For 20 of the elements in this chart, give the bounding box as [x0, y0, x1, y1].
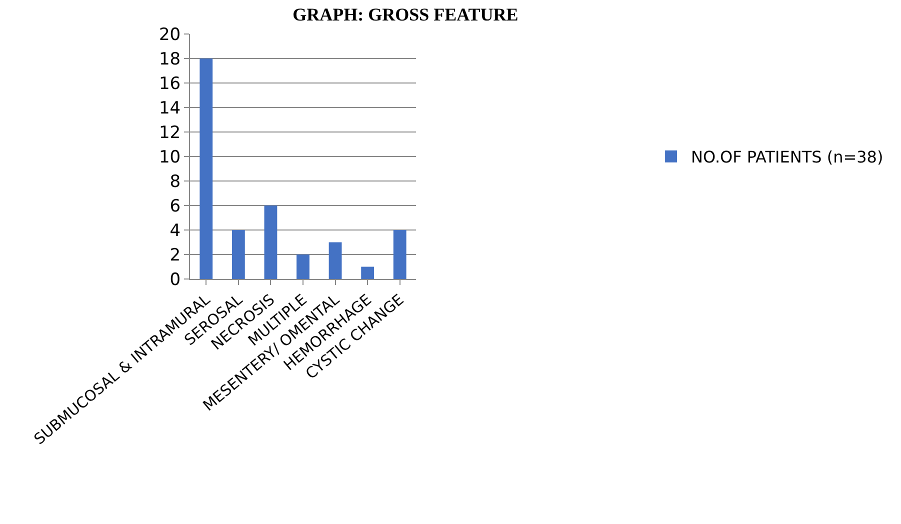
legend-label: NO.OF PATIENTS (n=38)	[691, 148, 884, 167]
y-tick-label: 14	[158, 98, 181, 118]
bar	[328, 242, 342, 279]
y-tick-label: 8	[170, 172, 181, 192]
y-tick-label: 6	[170, 196, 181, 216]
bar	[200, 58, 213, 279]
y-tick-label: 12	[158, 122, 181, 143]
bar	[361, 266, 374, 279]
y-tick-label: 18	[158, 49, 181, 70]
y-tick-label: 10	[158, 147, 181, 168]
y-tick-label: 4	[170, 220, 181, 241]
y-tick-label: 2	[170, 245, 181, 266]
bar	[393, 230, 406, 279]
y-tick-label: 16	[158, 74, 181, 94]
bar	[232, 230, 245, 279]
chart-title: GRAPH: GROSS FEATURE	[292, 4, 518, 24]
bar	[264, 206, 278, 279]
bar	[296, 254, 310, 279]
y-tick-label: 0	[170, 270, 181, 290]
y-tick-label: 20	[158, 24, 181, 45]
